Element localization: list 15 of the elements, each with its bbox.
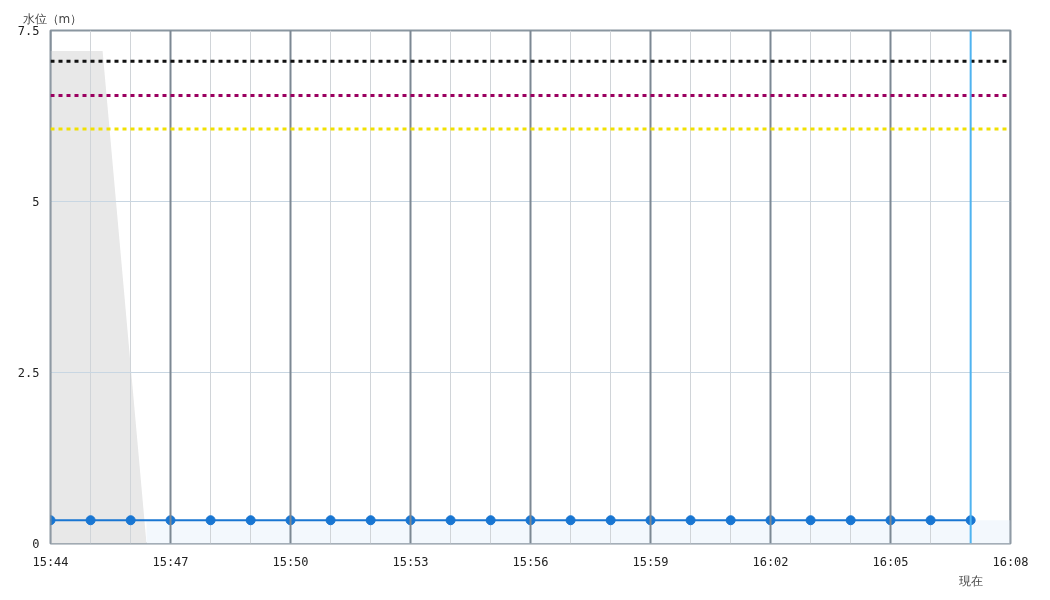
x-tick-label: 15:53	[392, 554, 429, 569]
x-tick-label: 16:05	[872, 554, 909, 569]
y-axis-title: 水位（m）	[22, 11, 83, 26]
ref-line-label: 現在	[958, 573, 983, 588]
x-tick-label: 15:56	[512, 554, 549, 569]
x-tick-label: 15:44	[32, 554, 69, 569]
x-tick-label: 15:59	[632, 554, 669, 569]
x-tick-label: 16:08	[992, 554, 1029, 569]
y-tick-label: 0	[32, 537, 40, 551]
x-tick-label: 16:02	[752, 554, 789, 569]
y-tick-label: 2.5	[17, 366, 40, 380]
y-tick-label: 7.5	[17, 24, 40, 38]
x-tick-label: 15:50	[272, 554, 309, 569]
y-tick-label: 5	[32, 195, 40, 209]
x-tick-label: 15:47	[152, 554, 189, 569]
